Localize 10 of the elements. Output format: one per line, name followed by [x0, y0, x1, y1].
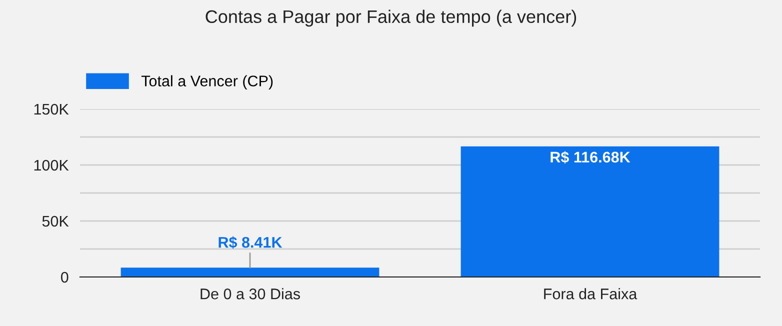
- y-tick-label: 150K: [34, 104, 69, 115]
- y-tick-label: 100K: [34, 160, 69, 171]
- data-label: R$ 116.68K: [550, 151, 630, 164]
- x-tick-label: Fora da Faixa: [544, 288, 638, 300]
- data-label: R$ 8.41K: [218, 236, 282, 249]
- y-tick-label: 0: [60, 272, 68, 283]
- x-tick-label: De 0 a 30 Dias: [200, 288, 300, 300]
- legend-label: Total a Vencer (CP): [141, 75, 273, 90]
- y-tick-label: 50K: [42, 216, 69, 227]
- chart-title: Contas a Pagar por Faixa de tempo (a vencer): [206, 10, 576, 27]
